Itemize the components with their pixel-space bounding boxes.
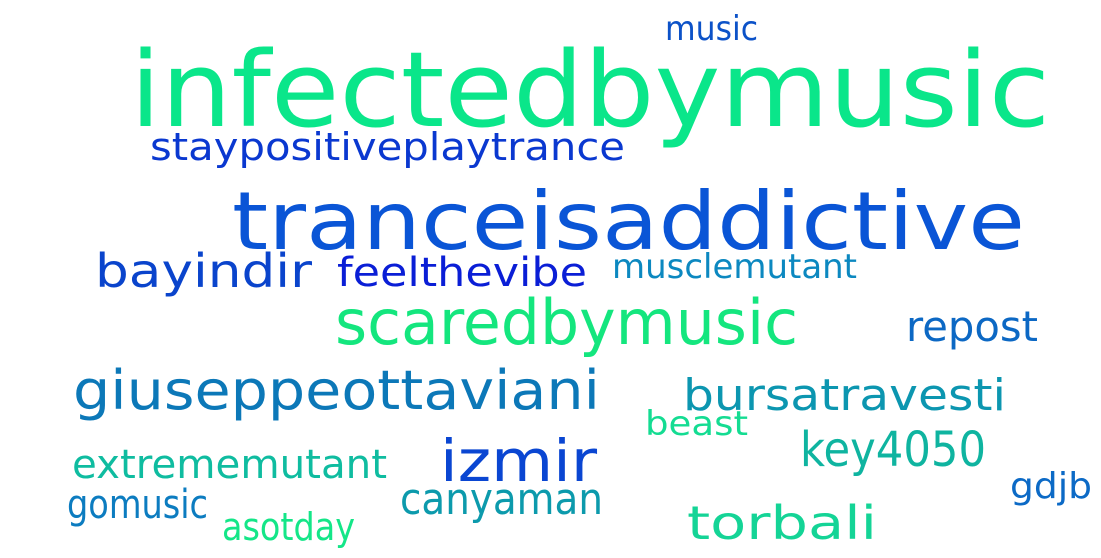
word-bayindir: bayindir <box>95 244 312 298</box>
word-musclemutant: musclemutant <box>612 247 858 287</box>
word-tranceisaddictive: tranceisaddictive <box>232 175 1025 268</box>
word-gdjb: gdjb <box>1010 466 1093 507</box>
word-gomusic: gomusic <box>67 482 209 528</box>
word-repost: repost <box>906 302 1039 351</box>
word-giuseppeottaviani: giuseppeottaviani <box>73 359 600 422</box>
word-staypositiveplaytrance: staypositiveplaytrance <box>150 125 626 169</box>
word-torbali: torbali <box>687 496 878 550</box>
word-feelthevibe: feelthevibe <box>337 250 588 296</box>
word-beast: beast <box>645 404 748 444</box>
word-canyaman: canyaman <box>400 474 603 525</box>
word-music: music <box>665 9 759 49</box>
word-infectedbymusic: infectedbymusic <box>130 29 1051 151</box>
word-izmir: izmir <box>440 427 598 495</box>
word-key4050: key4050 <box>800 422 987 478</box>
word-scaredbymusic: scaredbymusic <box>335 286 799 359</box>
word-extrememutant: extrememutant <box>72 442 388 488</box>
word-bursatravesti: bursatravesti <box>683 370 1006 421</box>
word-asotday: asotday <box>222 505 356 549</box>
